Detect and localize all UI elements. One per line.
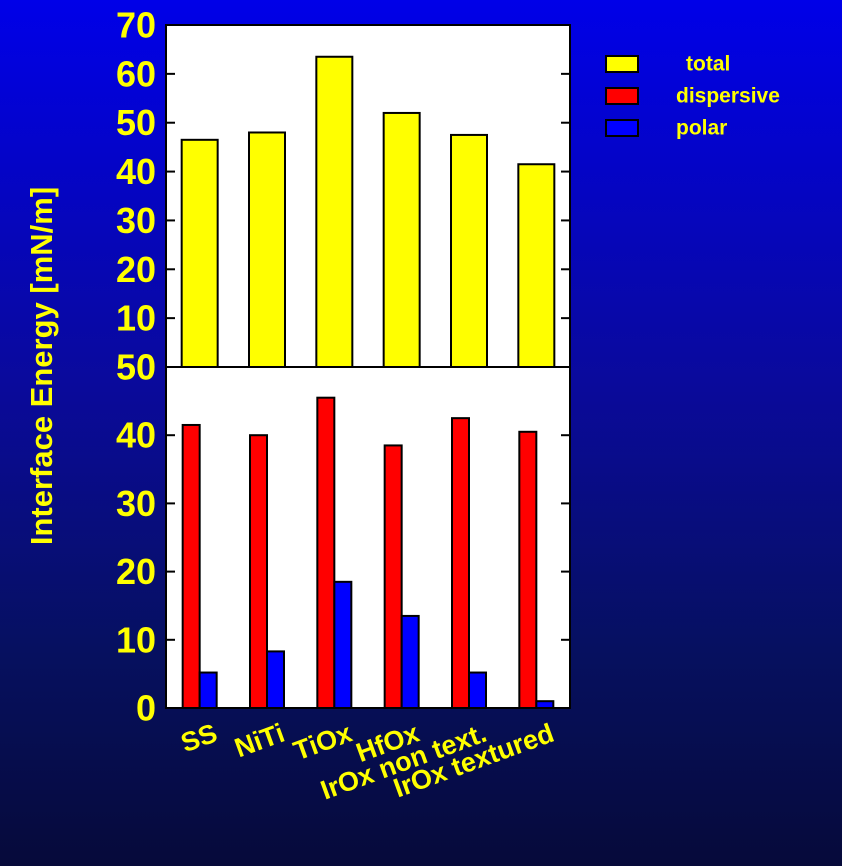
top-panel-total: 10 20 30 40 50 60 70: [116, 5, 571, 368]
bar-polar-tiox: [333, 580, 353, 710]
y-tick-label: 10: [116, 619, 156, 660]
category-label: SS: [177, 718, 221, 759]
category-label: NiTi: [231, 718, 289, 763]
bar-dispersive-irox-non-text-: [451, 417, 470, 709]
bar-dispersive-irox-textured: [518, 430, 538, 709]
plot-area-top: [165, 24, 571, 368]
bar-total-tiox: [315, 55, 354, 368]
y-tick-label: 30: [116, 483, 156, 524]
y-tick-label: 20: [116, 551, 156, 592]
y-tick-label: 30: [116, 200, 156, 241]
bottom-panel-components: 0 10 20 30 40 50: [116, 347, 571, 729]
bar-dispersive-tiox: [316, 396, 336, 709]
legend-label-dispersive: dispersive: [676, 85, 780, 108]
y-axis-label: Interface Energy [mN/m]: [24, 187, 59, 545]
bar-polar-niti: [266, 650, 285, 709]
y-tick-label: 50: [116, 102, 156, 143]
y-tick-label: 40: [116, 151, 156, 192]
bar-polar-hfox: [400, 614, 420, 709]
y-tick-label: 70: [116, 5, 156, 46]
bar-total-irox-textured: [517, 163, 556, 368]
bar-total-niti: [248, 131, 286, 368]
bar-polar-ss: [198, 671, 218, 710]
y-tick-label: 0: [136, 688, 156, 729]
legend-swatch-total: [605, 55, 639, 73]
y-tick-label: 60: [116, 53, 156, 94]
bar-dispersive-niti: [249, 434, 268, 709]
bar-polar-irox-textured: [535, 700, 555, 709]
legend-swatch-dispersive: [605, 87, 639, 105]
plot-area-bottom: [165, 366, 571, 709]
y-tick-label: 20: [116, 249, 156, 290]
bar-total-ss: [180, 138, 219, 368]
legend-label-total: total: [686, 53, 730, 76]
bar-dispersive-hfox: [383, 444, 403, 709]
y-tick-label: 50: [116, 347, 156, 388]
legend-swatch-polar: [605, 119, 639, 137]
bar-total-hfox: [382, 111, 421, 368]
bar-total-irox-non-text-: [450, 133, 488, 368]
y-tick-label: 10: [116, 298, 156, 339]
category-label: TiOx: [290, 718, 356, 767]
bar-dispersive-ss: [181, 423, 201, 709]
legend-label-polar: polar: [676, 117, 727, 140]
bar-polar-irox-non-text-: [468, 671, 487, 710]
legend: total dispersive polar: [605, 53, 780, 140]
y-tick-label: 40: [116, 415, 156, 456]
